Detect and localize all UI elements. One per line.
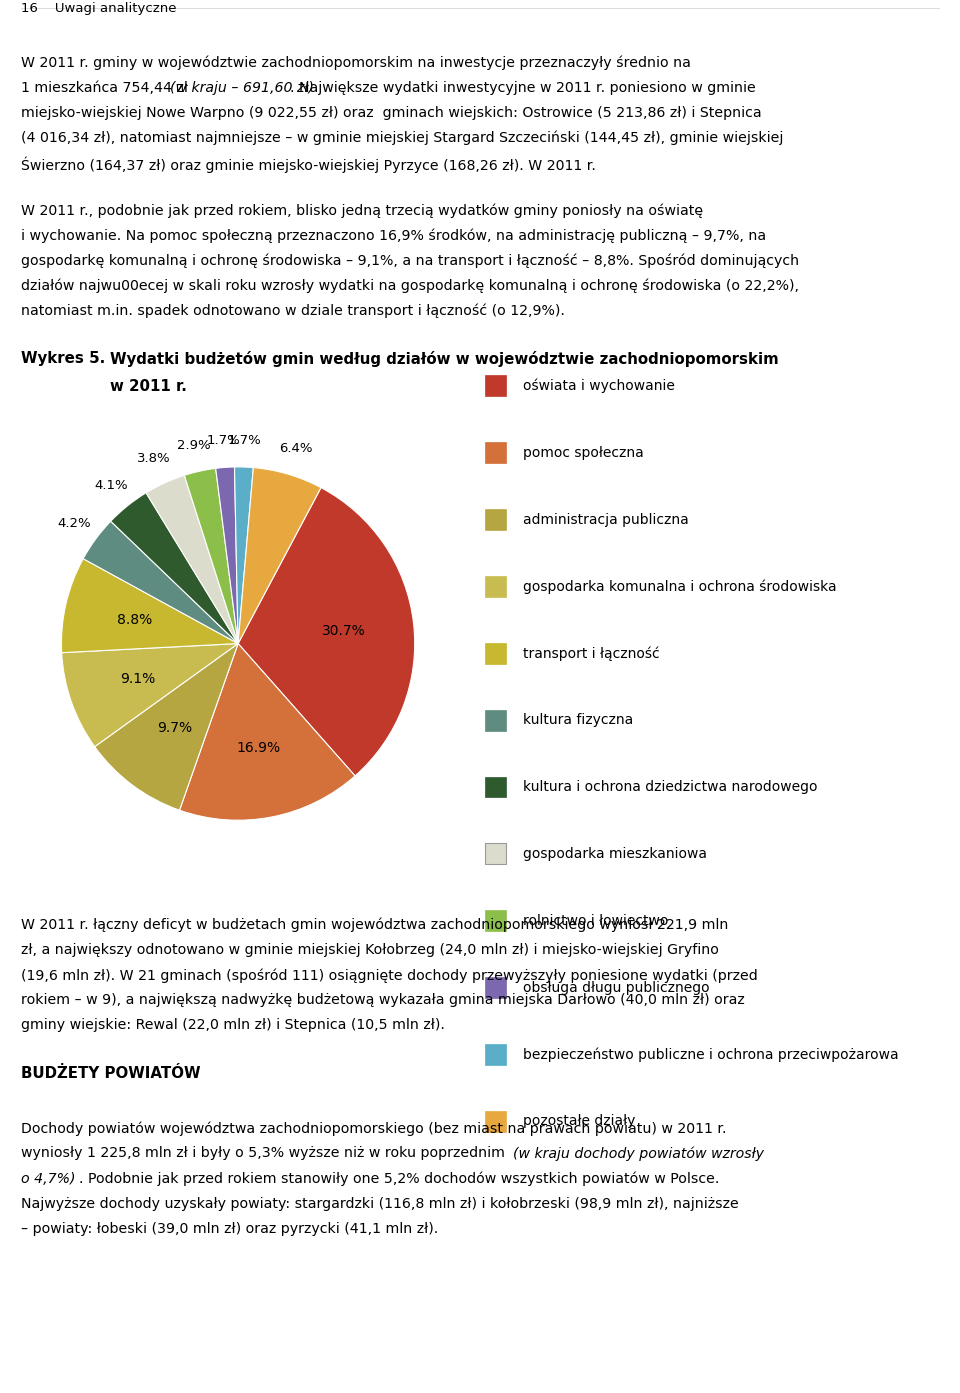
Text: 4.1%: 4.1%: [94, 479, 128, 492]
Text: BUDŻETY POWIATÓW: BUDŻETY POWIATÓW: [21, 1066, 201, 1081]
Text: kultura i ochrona dziedzictwa narodowego: kultura i ochrona dziedzictwa narodowego: [523, 780, 818, 794]
Text: 9.1%: 9.1%: [120, 671, 156, 685]
Wedge shape: [61, 644, 238, 747]
Text: rokiem – w 9), a największą nadwyżkę budżetową wykazała gmina miejska Darłowo (4: rokiem – w 9), a największą nadwyżkę bud…: [21, 993, 745, 1007]
Text: miejsko-wiejskiej Nowe Warpno (9 022,55 zł) oraz  gminach wiejskich: Ostrowice (: miejsko-wiejskiej Nowe Warpno (9 022,55 …: [21, 106, 761, 120]
Text: gospodarka mieszkaniowa: gospodarka mieszkaniowa: [523, 847, 708, 861]
Text: 1.7%: 1.7%: [228, 435, 262, 447]
Text: 16    Uwagi analityczne: 16 Uwagi analityczne: [21, 1, 177, 15]
Text: . Podobnie jak przed rokiem stanowiły one 5,2% dochodów wszystkich powiatów w Po: . Podobnie jak przed rokiem stanowiły on…: [79, 1172, 719, 1185]
Wedge shape: [95, 644, 238, 811]
Wedge shape: [61, 559, 238, 653]
Wedge shape: [110, 493, 238, 644]
Text: (w kraju – 691,60 zł): (w kraju – 691,60 zł): [170, 81, 314, 95]
Text: – powiaty: łobeski (39,0 mln zł) oraz pyrzycki (41,1 mln zł).: – powiaty: łobeski (39,0 mln zł) oraz py…: [21, 1222, 439, 1236]
Text: (19,6 mln zł). W 21 gminach (spośród 111) osiągnięte dochody przewyższyły ponies: (19,6 mln zł). W 21 gminach (spośród 111…: [21, 968, 757, 982]
Text: Najwyższe dochody uzyskały powiaty: stargardzki (116,8 mln zł) i kołobrzeski (98: Najwyższe dochody uzyskały powiaty: star…: [21, 1197, 739, 1211]
Text: pomoc społeczna: pomoc społeczna: [523, 446, 644, 460]
Text: 1.7%: 1.7%: [206, 435, 240, 447]
Wedge shape: [184, 468, 238, 644]
Text: bezpieczeństwo publiczne i ochrona przeciwpożarowa: bezpieczeństwo publiczne i ochrona przec…: [523, 1048, 899, 1061]
Text: 4.2%: 4.2%: [58, 517, 91, 529]
Text: 30.7%: 30.7%: [322, 624, 365, 638]
Text: gminy wiejskie: Rewal (22,0 mln zł) i Stepnica (10,5 mln zł).: gminy wiejskie: Rewal (22,0 mln zł) i St…: [21, 1018, 445, 1032]
Text: 6.4%: 6.4%: [279, 442, 312, 456]
Text: oświata i wychowanie: oświata i wychowanie: [523, 379, 675, 393]
Wedge shape: [234, 467, 253, 644]
Text: pozostałe działy: pozostałe działy: [523, 1114, 636, 1128]
Text: natomiast m.in. spadek odnotowano w dziale transport i łączność (o 12,9%).: natomiast m.in. spadek odnotowano w dzia…: [21, 304, 565, 318]
Text: w 2011 r.: w 2011 r.: [110, 379, 187, 394]
Text: W 2011 r. łączny deficyt w budżetach gmin województwa zachodniopomorskiego wynio: W 2011 r. łączny deficyt w budżetach gmi…: [21, 918, 729, 932]
Text: 3.8%: 3.8%: [137, 453, 171, 465]
Text: Dochody powiatów województwa zachodniopomorskiego (bez miast na prawach powiatu): Dochody powiatów województwa zachodniopo…: [21, 1121, 727, 1135]
Text: 2.9%: 2.9%: [178, 439, 211, 451]
Text: W 2011 r. gminy w województwie zachodniopomorskim na inwestycje przeznaczyły śre: W 2011 r. gminy w województwie zachodnio…: [21, 56, 691, 70]
Text: Świerzno (164,37 zł) oraz gminie miejsko-wiejskiej Pyrzyce (168,26 zł). W 2011 r: Świerzno (164,37 zł) oraz gminie miejsko…: [21, 156, 596, 173]
Text: 16.9%: 16.9%: [236, 741, 280, 755]
Text: wyniosły 1 225,8 mln zł i były o 5,3% wyższe niż w roku poprzednim: wyniosły 1 225,8 mln zł i były o 5,3% wy…: [21, 1146, 510, 1160]
Wedge shape: [238, 488, 415, 776]
Text: transport i łączność: transport i łączność: [523, 646, 660, 660]
Text: 8.8%: 8.8%: [117, 613, 153, 627]
Text: o 4,7%): o 4,7%): [21, 1172, 76, 1185]
Wedge shape: [238, 468, 321, 644]
Text: działów najwu00ecej w skali roku wzrosły wydatki na gospodarkę komunalną i ochro: działów najwu00ecej w skali roku wzrosły…: [21, 279, 799, 293]
Text: gospodarkę komunalną i ochronę środowiska – 9,1%, a na transport i łączność – 8,: gospodarkę komunalną i ochronę środowisk…: [21, 254, 800, 267]
Text: zł, a największy odnotowano w gminie miejskiej Kołobrzeg (24,0 mln zł) i miejsko: zł, a największy odnotowano w gminie mie…: [21, 943, 719, 957]
Text: Wykres 5.: Wykres 5.: [21, 351, 106, 366]
Text: 9.7%: 9.7%: [157, 722, 192, 736]
Text: W 2011 r., podobnie jak przed rokiem, blisko jedną trzecią wydatków gminy ponios: W 2011 r., podobnie jak przed rokiem, bl…: [21, 203, 704, 217]
Text: Wydatki budżetów gmin według działów w województwie zachodniopomorskim: Wydatki budżetów gmin według działów w w…: [110, 351, 780, 366]
Wedge shape: [84, 521, 238, 644]
Text: i wychowanie. Na pomoc społeczną przeznaczono 16,9% środków, na administrację pu: i wychowanie. Na pomoc społeczną przezna…: [21, 228, 766, 242]
Text: administracja publiczna: administracja publiczna: [523, 513, 689, 527]
Wedge shape: [216, 467, 238, 644]
Wedge shape: [180, 644, 355, 820]
Text: 1 mieszkańca 754,44 zł: 1 mieszkańca 754,44 zł: [21, 81, 193, 95]
Text: obsługa długu publicznego: obsługa długu publicznego: [523, 981, 709, 995]
Text: kultura fizyczna: kultura fizyczna: [523, 713, 634, 727]
Text: (w kraju dochody powiatów wzrosły: (w kraju dochody powiatów wzrosły: [513, 1146, 763, 1160]
Wedge shape: [146, 475, 238, 644]
Text: . Największe wydatki inwestycyjne w 2011 r. poniesiono w gminie: . Największe wydatki inwestycyjne w 2011…: [290, 81, 756, 95]
Text: rolnictwo i łowiectwo: rolnictwo i łowiectwo: [523, 914, 668, 928]
Text: (4 016,34 zł), natomiast najmniejsze – w gminie miejskiej Stargard Szczeciński (: (4 016,34 zł), natomiast najmniejsze – w…: [21, 131, 783, 145]
Text: gospodarka komunalna i ochrona środowiska: gospodarka komunalna i ochrona środowisk…: [523, 579, 837, 593]
